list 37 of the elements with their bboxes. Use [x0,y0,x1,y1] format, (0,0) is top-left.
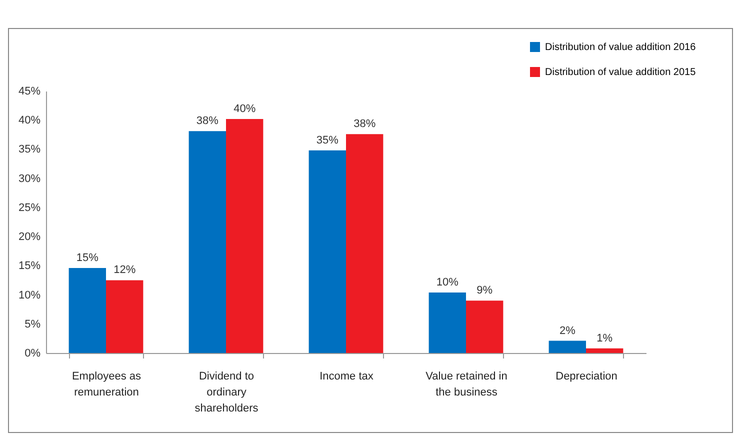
y-tick-label: 45% [18,86,41,98]
bar [548,340,586,353]
x-tick-label: Employees as remuneration [72,370,142,398]
bar [586,348,624,353]
data-label: 40% [234,102,256,115]
data-label: 15% [76,252,99,264]
data-label: 1% [596,332,613,344]
x-tick-label: Income tax [320,370,374,382]
x-tick-label: Depreciation [556,370,618,382]
y-tick-label: 40% [18,114,41,127]
data-label: 12% [114,264,136,276]
y-tick-label: 15% [18,260,41,272]
bar [466,300,504,353]
data-label: 9% [476,284,493,297]
y-tick-label: 35% [18,144,41,156]
data-label: 38% [354,118,376,130]
y-tick-label: 0% [24,348,41,360]
bar [346,134,384,353]
x-tick-label: Value retained in the business [426,370,508,398]
data-label: 10% [436,276,459,288]
x-tick-label: Dividend to ordinary shareholders [194,370,259,414]
y-tick-label: 30% [18,172,41,185]
bar [106,280,144,353]
bar [308,150,346,353]
bar [188,131,226,353]
y-tick-label: 20% [18,231,41,244]
legend-label: Distribution of value addition 2016 [545,42,696,53]
data-label: 38% [196,115,219,128]
y-tick-label: 10% [18,289,41,302]
y-tick-label: 5% [24,318,41,330]
y-tick-label: 25% [18,202,41,214]
legend-label: Distribution of value addition 2015 [545,67,696,78]
bar [68,268,106,353]
data-label: 35% [316,134,339,146]
bar [226,118,264,353]
bar [428,292,466,353]
data-label: 2% [559,324,576,337]
